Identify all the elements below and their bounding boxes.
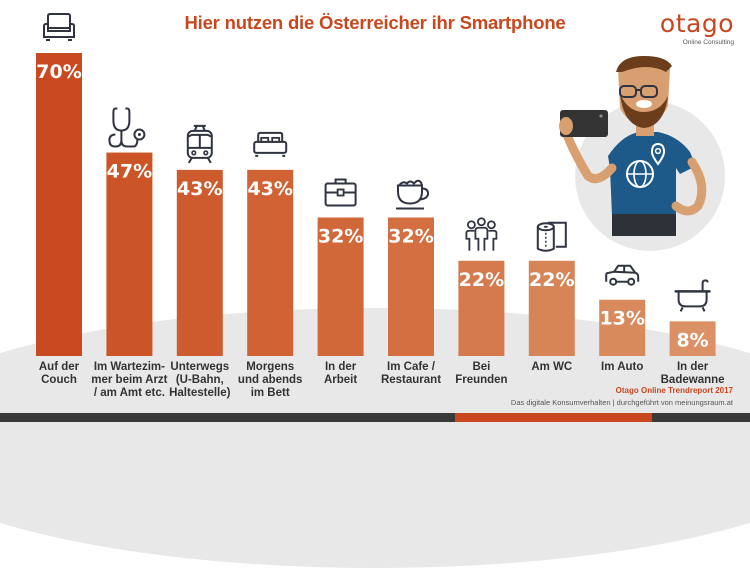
category-label: Morgens und abends im Bett bbox=[225, 361, 315, 400]
data-label: 22% bbox=[529, 269, 574, 291]
category-label-line: In der bbox=[676, 361, 709, 373]
bar-10 bbox=[669, 321, 716, 356]
bar-2 bbox=[106, 152, 153, 356]
category-label: Im Wartezim-mer beim Arzt / am Amt etc. bbox=[84, 361, 174, 400]
category-label-line: Bei bbox=[472, 361, 491, 373]
bar-6 bbox=[388, 217, 434, 356]
character-pants bbox=[612, 214, 676, 236]
bar-1 bbox=[36, 53, 82, 356]
category-label-line: / am Amt etc. bbox=[93, 387, 165, 399]
page-title: Hier nutzen die Österreicher ihr Smartph… bbox=[184, 12, 566, 33]
data-label: 70% bbox=[36, 61, 81, 83]
data-label: 32% bbox=[388, 225, 433, 247]
category-label-line: im Bett bbox=[250, 387, 290, 399]
category-label-line: Im Auto bbox=[601, 361, 644, 373]
category-label-line: Badewanne bbox=[660, 374, 725, 386]
category-label-line: Unterwegs bbox=[170, 361, 230, 373]
category-label-line: Auf der bbox=[38, 361, 80, 373]
category-label-line: und abends bbox=[237, 374, 303, 386]
bar-4 bbox=[247, 169, 294, 356]
train-icon bbox=[186, 124, 213, 164]
logo-tagline: Online Consulting bbox=[682, 39, 734, 46]
category-label-line: Restaurant bbox=[380, 374, 442, 386]
bar-7 bbox=[458, 260, 505, 356]
stethoscope-icon bbox=[108, 107, 146, 148]
data-label: 8% bbox=[676, 329, 708, 351]
source-subtitle: Das digitale Konsumverhalten | durchgefü… bbox=[510, 398, 733, 407]
bed-icon bbox=[253, 131, 288, 157]
data-label: 22% bbox=[459, 269, 504, 291]
category-label: Im Cafe / Restaurant bbox=[366, 361, 456, 387]
category-label-line: (U-Bahn, bbox=[175, 374, 224, 386]
armchair-icon bbox=[43, 13, 75, 41]
category-label-line: Haltestelle) bbox=[169, 387, 231, 399]
character-left-arm bbox=[559, 121, 617, 184]
data-label: 47% bbox=[107, 161, 152, 183]
coffee-cup-icon bbox=[396, 179, 430, 210]
category-label: In der Arbeit bbox=[296, 361, 386, 387]
group-icon bbox=[465, 217, 498, 251]
car-icon bbox=[605, 264, 640, 286]
data-label: 43% bbox=[177, 178, 222, 200]
character-beard bbox=[620, 94, 668, 128]
category-label-line: Couch bbox=[41, 374, 77, 386]
source-title: Otago Online Trendreport 2017 bbox=[615, 386, 733, 395]
category-label-line: Im Wartezim- bbox=[93, 361, 165, 373]
category-label-line: Arbeit bbox=[323, 374, 358, 386]
character-hair bbox=[616, 56, 672, 72]
bar-chart: 70% 47% 43% 43% 32% 32% 22% 22% 13% 8% bbox=[36, 13, 716, 356]
category-label: Bei Freunden bbox=[436, 361, 526, 387]
data-label: 32% bbox=[318, 225, 363, 247]
otago-logo: otago Online Consulting bbox=[660, 11, 734, 46]
category-label: Im Auto bbox=[577, 361, 667, 374]
bar-5 bbox=[317, 217, 364, 356]
data-label: 13% bbox=[599, 308, 644, 330]
category-label-line: mer beim Arzt bbox=[91, 374, 168, 386]
footer-accent bbox=[455, 413, 652, 422]
bar-3 bbox=[176, 169, 223, 356]
data-label: 43% bbox=[247, 178, 292, 200]
category-label-line: Morgens bbox=[246, 361, 295, 373]
footer-bar bbox=[0, 413, 750, 422]
character-right-arm bbox=[671, 157, 707, 216]
logo-wordmark: otago bbox=[659, 9, 734, 38]
category-label-line: Am WC bbox=[531, 361, 573, 373]
toilet-paper-icon bbox=[536, 221, 567, 252]
category-label-line: In der bbox=[324, 361, 357, 373]
bar-8 bbox=[528, 260, 575, 356]
category-label: Am WC bbox=[507, 361, 597, 374]
category-label: In der Badewanne bbox=[648, 361, 738, 387]
category-label-line: Freunden bbox=[455, 374, 508, 386]
briefcase-icon bbox=[324, 178, 357, 207]
category-label-line: Im Cafe / bbox=[387, 361, 435, 373]
bathtub-icon bbox=[674, 279, 711, 312]
category-label: Auf der Couch bbox=[14, 361, 104, 387]
character-illustration bbox=[559, 56, 725, 251]
background-band bbox=[0, 360, 750, 412]
bar-9 bbox=[599, 299, 646, 356]
category-label: Unterwegs (U-Bahn, Haltestelle) bbox=[155, 361, 245, 400]
